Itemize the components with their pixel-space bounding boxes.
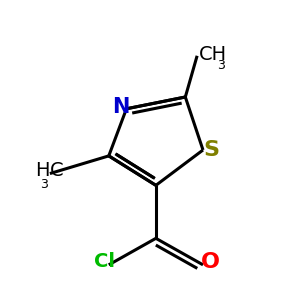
Text: C: C	[50, 161, 63, 180]
Text: N: N	[112, 97, 129, 117]
Text: O: O	[201, 252, 220, 272]
Text: 3: 3	[217, 59, 225, 72]
Text: CH: CH	[199, 45, 227, 64]
Text: 3: 3	[40, 178, 48, 191]
Text: H: H	[35, 161, 50, 180]
Text: S: S	[203, 140, 219, 160]
Text: Cl: Cl	[94, 252, 115, 272]
